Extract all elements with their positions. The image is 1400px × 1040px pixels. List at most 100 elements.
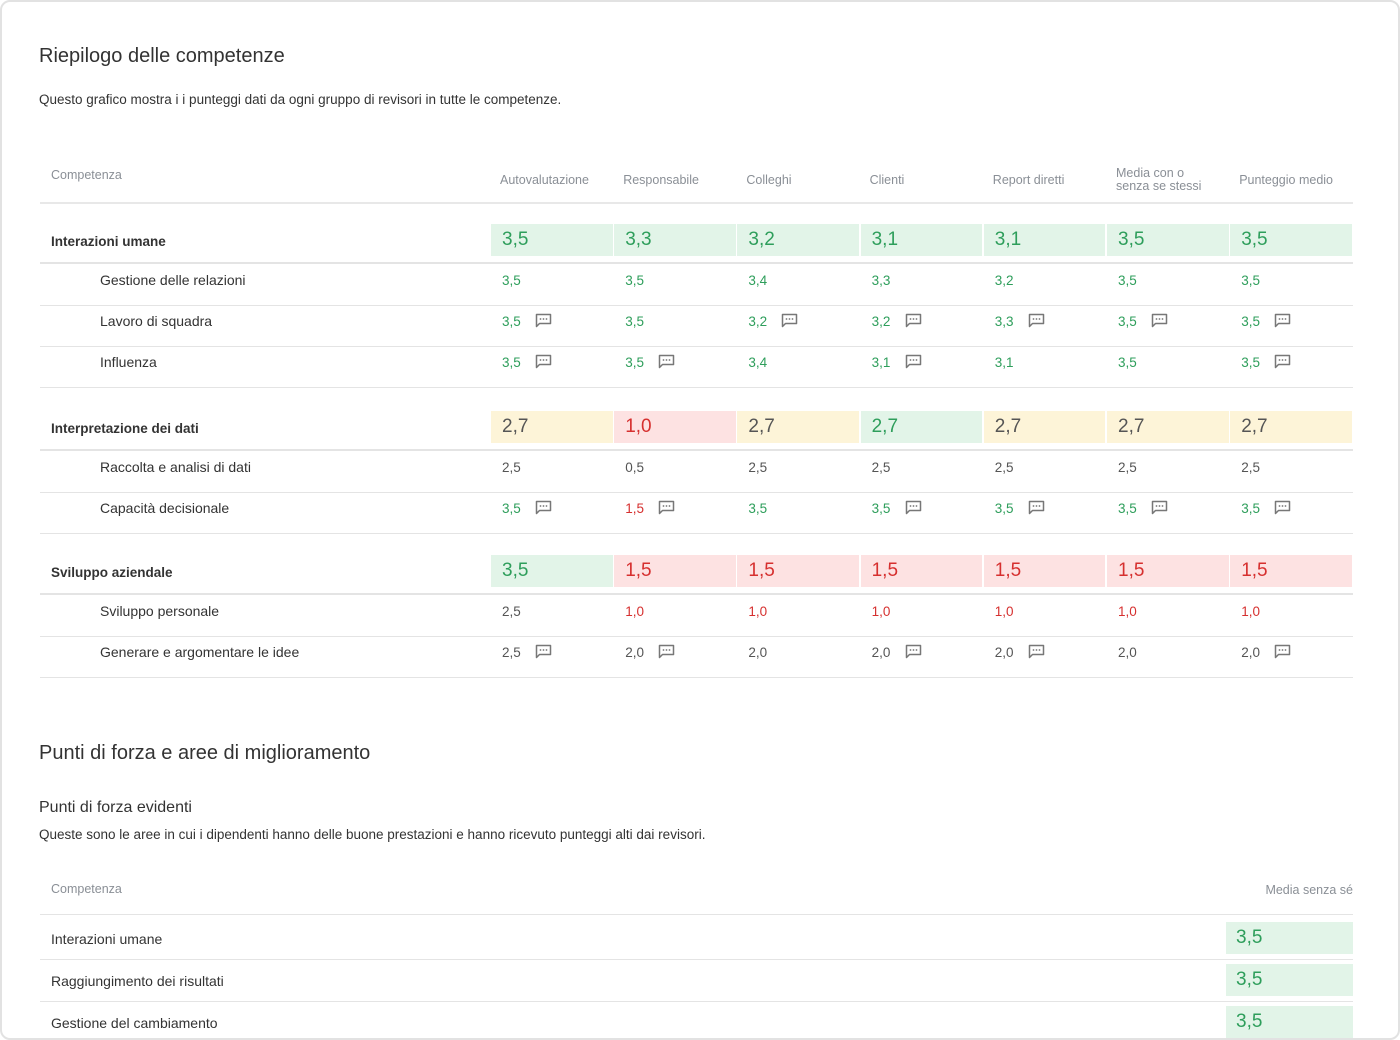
score: 3,5 [1118, 273, 1137, 288]
section-subtitle: Punti di forza evidenti [39, 799, 192, 816]
row-label: Interazioni umane [51, 931, 163, 947]
score: 3,5 [502, 314, 521, 329]
score: 3,5 [625, 273, 644, 288]
row-label: Capacità decisionale [100, 500, 230, 516]
row-label: Generare e argomentare le idee [100, 644, 300, 660]
divider [40, 262, 1353, 264]
group-score: 2,7 [983, 411, 1106, 443]
group-score: 3,5 [491, 555, 613, 587]
score: 2,5 [994, 460, 1014, 475]
divider [40, 636, 1353, 637]
group-score: 2,7 [860, 411, 983, 443]
row-label: Raccolta e analisi di dati [100, 459, 251, 475]
score: 3,5 [502, 273, 521, 288]
score: 3,5 [502, 355, 521, 370]
score: 2,0 [1241, 645, 1260, 660]
score: 3,5 [625, 355, 644, 370]
group-score: 1,5 [983, 555, 1106, 587]
score: 2,0 [748, 645, 768, 660]
row-label: Gestione del cambiamento [51, 1015, 218, 1031]
column-header: Clienti [869, 173, 905, 187]
divider [40, 492, 1353, 493]
group-score: 3,1 [983, 224, 1106, 256]
column-header: Media con o senza se stessi [1116, 166, 1202, 193]
group-score: 1,5 [1230, 555, 1352, 587]
divider [40, 346, 1353, 347]
score: 3,5 [748, 501, 768, 516]
comment-icon [905, 644, 922, 659]
score: 3,5 [1241, 355, 1260, 370]
score: 2,0 [994, 645, 1014, 660]
divider [40, 449, 1353, 451]
score: 3,5 [1226, 922, 1353, 954]
comment-icon [535, 644, 552, 659]
group-label: Sviluppo aziendale [51, 565, 173, 580]
score: 3,2 [994, 273, 1014, 288]
group-score: 2,7 [1230, 411, 1352, 443]
score: 1,5 [625, 501, 644, 516]
group-score: 3,5 [491, 224, 613, 256]
comment-icon [1028, 313, 1045, 328]
row-label: Lavoro di squadra [100, 313, 213, 329]
score: 3,2 [748, 314, 768, 329]
score: 1,0 [1118, 604, 1137, 619]
score: 3,5 [994, 501, 1014, 516]
score: 3,5 [1118, 501, 1137, 516]
divider [40, 914, 1353, 915]
group-score: 1,5 [860, 555, 983, 587]
score: 1,0 [625, 604, 644, 619]
score: 0,5 [625, 460, 644, 475]
section-description: Queste sono le aree in cui i dipendenti … [39, 827, 706, 842]
group-score: 1,0 [614, 411, 736, 443]
group-score: 2,7 [737, 411, 859, 443]
score: 3,5 [1118, 355, 1137, 370]
score: 2,0 [871, 645, 891, 660]
group-label: Interpretazione dei dati [51, 421, 199, 436]
score: 2,5 [1118, 460, 1137, 475]
column-header: Competenza [51, 168, 122, 182]
score: 3,5 [1241, 273, 1260, 288]
score: 2,5 [871, 460, 891, 475]
comment-icon [1151, 313, 1168, 328]
score: 3,5 [1226, 1006, 1353, 1038]
score: 3,5 [625, 314, 644, 329]
column-header: Colleghi [746, 173, 792, 187]
score: 3,5 [1241, 501, 1260, 516]
group-label: Interazioni umane [51, 234, 166, 249]
row-label: Gestione delle relazioni [100, 272, 246, 288]
section-description: Questo grafico mostra i i punteggi dati … [39, 92, 562, 107]
score: 1,0 [748, 604, 768, 619]
score: 3,5 [1241, 314, 1260, 329]
comment-icon [1274, 354, 1291, 369]
score: 2,0 [1118, 645, 1137, 660]
group-score: 3,3 [614, 224, 736, 256]
row-label: Influenza [100, 354, 157, 370]
score: 2,0 [625, 645, 644, 660]
score: 2,5 [1241, 460, 1260, 475]
comment-icon [905, 500, 922, 515]
group-score: 3,1 [860, 224, 983, 256]
comment-icon [658, 354, 675, 369]
comment-icon [905, 313, 922, 328]
comment-icon [781, 313, 798, 328]
score: 2,5 [748, 460, 768, 475]
column-header: Report diretti [992, 173, 1065, 187]
divider [40, 387, 1353, 388]
group-score: 1,5 [737, 555, 859, 587]
group-score: 3,5 [1230, 224, 1352, 256]
comment-icon [1151, 500, 1168, 515]
score: 2,5 [502, 645, 521, 660]
score: 3,5 [1118, 314, 1137, 329]
score: 1,0 [1241, 604, 1260, 619]
score: 3,5 [502, 501, 521, 516]
score: 3,3 [871, 273, 891, 288]
comment-icon [1274, 313, 1291, 328]
score: 3,3 [994, 314, 1014, 329]
score: 3,5 [871, 501, 891, 516]
group-score: 3,5 [1107, 224, 1229, 256]
divider [40, 959, 1353, 960]
score: 1,0 [994, 604, 1014, 619]
column-header: Media senza sé [1265, 883, 1353, 897]
column-header: Competenza [51, 882, 122, 896]
